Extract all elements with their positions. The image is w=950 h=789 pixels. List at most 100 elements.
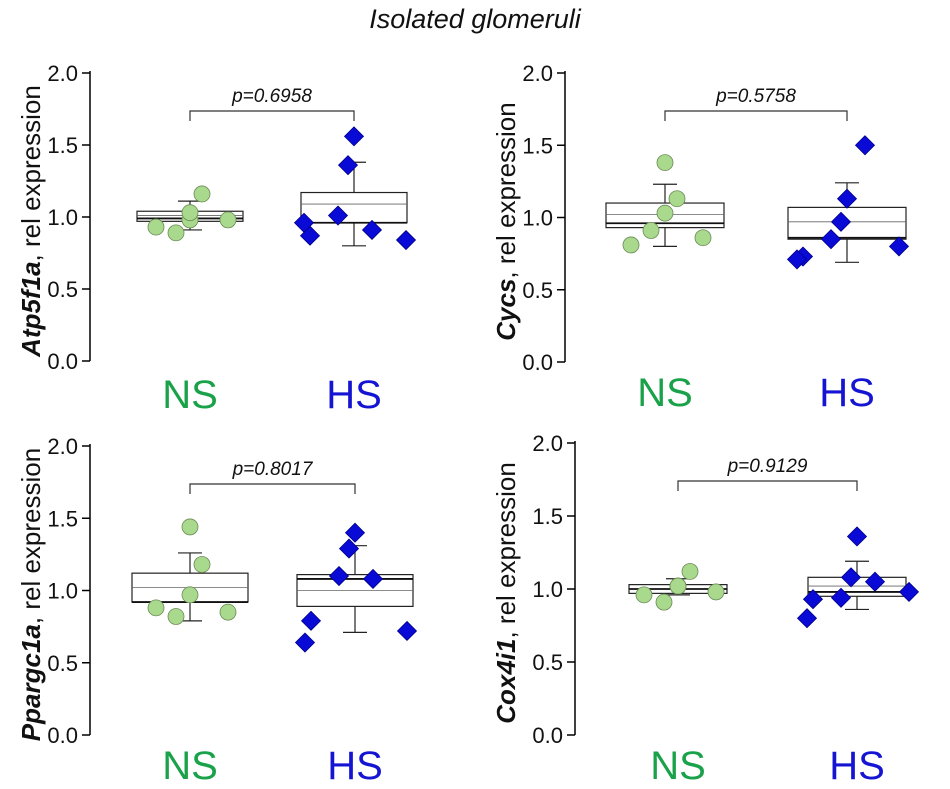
hs-data-point	[338, 538, 360, 559]
hs-data-point	[294, 632, 316, 653]
hs-data-point	[898, 581, 920, 602]
hs-data-point	[802, 589, 824, 610]
p-value-bracket	[189, 110, 355, 121]
ns-data-point	[707, 583, 725, 601]
y-axis-label: Cycs, rel expression	[491, 102, 521, 340]
hs-data-point	[327, 205, 349, 226]
ns-data-point	[669, 577, 687, 595]
hs-data-point	[293, 212, 315, 233]
hs-data-point	[836, 188, 858, 209]
y-axis-label-suffix: , rel expression	[16, 85, 46, 261]
ns-data-point	[167, 608, 185, 625]
ns-data-point	[219, 211, 237, 229]
hs-data-point	[362, 568, 384, 590]
hs-data-point	[830, 211, 852, 232]
hs-data-point	[840, 567, 862, 588]
hs-data-point	[888, 236, 910, 257]
y-tick-label: 0.0	[532, 723, 563, 748]
y-tick-label: 1.5	[522, 133, 553, 158]
y-tick-label: 1.0	[522, 206, 553, 231]
y-tick-label: 0.5	[532, 650, 563, 675]
ns-data-point	[181, 518, 199, 536]
hs-box	[300, 191, 408, 224]
y-tick-label: 0.0	[522, 350, 553, 375]
hs-data-point	[820, 229, 842, 250]
ns-data-point	[181, 586, 199, 604]
y-axis-label-suffix: , rel expression	[491, 462, 521, 638]
y-tick-label: 0.0	[47, 349, 78, 374]
ns-category-label: NS	[637, 371, 693, 410]
hs-data-point	[395, 229, 417, 251]
ns-data-point	[635, 586, 653, 604]
y-tick-label: 1.0	[47, 579, 78, 604]
y-tick-label: 1.5	[47, 133, 78, 158]
y-axis-label-gene: Atp5f1a	[16, 261, 46, 357]
chart-panel-cox4i1: 0.0 0.5 1.0 1.5 2.0 Cox4i1, rel expression p=0…	[491, 431, 920, 788]
hs-data-point	[344, 522, 366, 543]
p-value-label: p=0.5758	[715, 86, 796, 107]
p-value-label: p=0.9129	[727, 456, 808, 477]
y-tick-label: 1.0	[47, 205, 78, 230]
hs-data-point	[846, 526, 868, 547]
hs-data-point	[328, 565, 350, 587]
ns-data-point	[147, 218, 165, 236]
ns-data-point	[656, 204, 674, 222]
y-tick-label: 1.5	[47, 506, 78, 531]
ns-data-point	[147, 599, 165, 617]
ns-data-point	[668, 190, 686, 208]
y-tick-label: 1.0	[532, 577, 563, 602]
y-tick-label: 2.0	[47, 434, 78, 459]
y-axis-label-suffix: , rel expression	[491, 102, 521, 278]
figure-title: Isolated glomeruli	[369, 4, 581, 34]
y-tick-label: 2.0	[522, 61, 553, 86]
p-value-bracket	[664, 110, 848, 121]
ns-data-point	[193, 556, 211, 573]
hs-data-point	[786, 249, 808, 270]
ns-category-label: NS	[162, 744, 218, 788]
hs-data-point	[396, 620, 418, 642]
y-axis-label-gene: Cycs	[491, 279, 521, 341]
hs-data-point	[864, 571, 886, 592]
hs-data-point	[854, 135, 876, 156]
y-axis-label-gene: Cox4i1	[491, 639, 521, 724]
y-tick-label: 1.5	[532, 504, 563, 529]
y-tick-label: 0.0	[47, 723, 78, 748]
y-axis-label-suffix: , rel expression	[16, 448, 46, 624]
ns-data-point	[181, 204, 199, 222]
ns-data-point	[167, 224, 185, 242]
ns-data-point	[655, 593, 673, 611]
y-axis-label: Atp5f1a, rel expression	[16, 85, 46, 358]
y-tick-label: 2.0	[47, 61, 78, 86]
hs-data-point	[830, 587, 852, 608]
p-value-label: p=0.8017	[232, 459, 314, 480]
ns-data-point	[622, 236, 640, 254]
y-tick-label: 0.5	[47, 277, 78, 302]
ns-data-point	[193, 185, 211, 203]
y-axis-label: Cox4i1, rel expression	[491, 462, 521, 724]
p-value-bracket	[189, 483, 356, 494]
y-axis-label: Ppargc1a, rel expression	[16, 448, 46, 741]
y-axis-label-gene: Ppargc1a	[16, 624, 46, 741]
p-value-label: p=0.6958	[231, 86, 312, 107]
ns-data-point	[694, 229, 712, 247]
hs-category-label: HS	[829, 744, 885, 788]
y-tick-label: 0.5	[522, 278, 553, 303]
y-tick-label: 0.5	[47, 651, 78, 676]
p-value-bracket	[677, 480, 858, 491]
ns-data-point	[681, 563, 699, 580]
ns-data-point	[219, 603, 237, 621]
hs-category-label: HS	[819, 371, 875, 410]
hs-data-point	[343, 126, 365, 147]
ns-category-label: NS	[650, 744, 706, 788]
hs-category-label: HS	[326, 373, 382, 410]
hs-category-label: HS	[327, 744, 383, 788]
hs-data-point	[796, 608, 818, 629]
hs-data-point	[300, 610, 322, 631]
ns-data-point	[642, 222, 660, 239]
y-tick-label: 2.0	[532, 431, 563, 456]
hs-data-point	[337, 155, 359, 176]
ns-category-label: NS	[162, 373, 218, 410]
